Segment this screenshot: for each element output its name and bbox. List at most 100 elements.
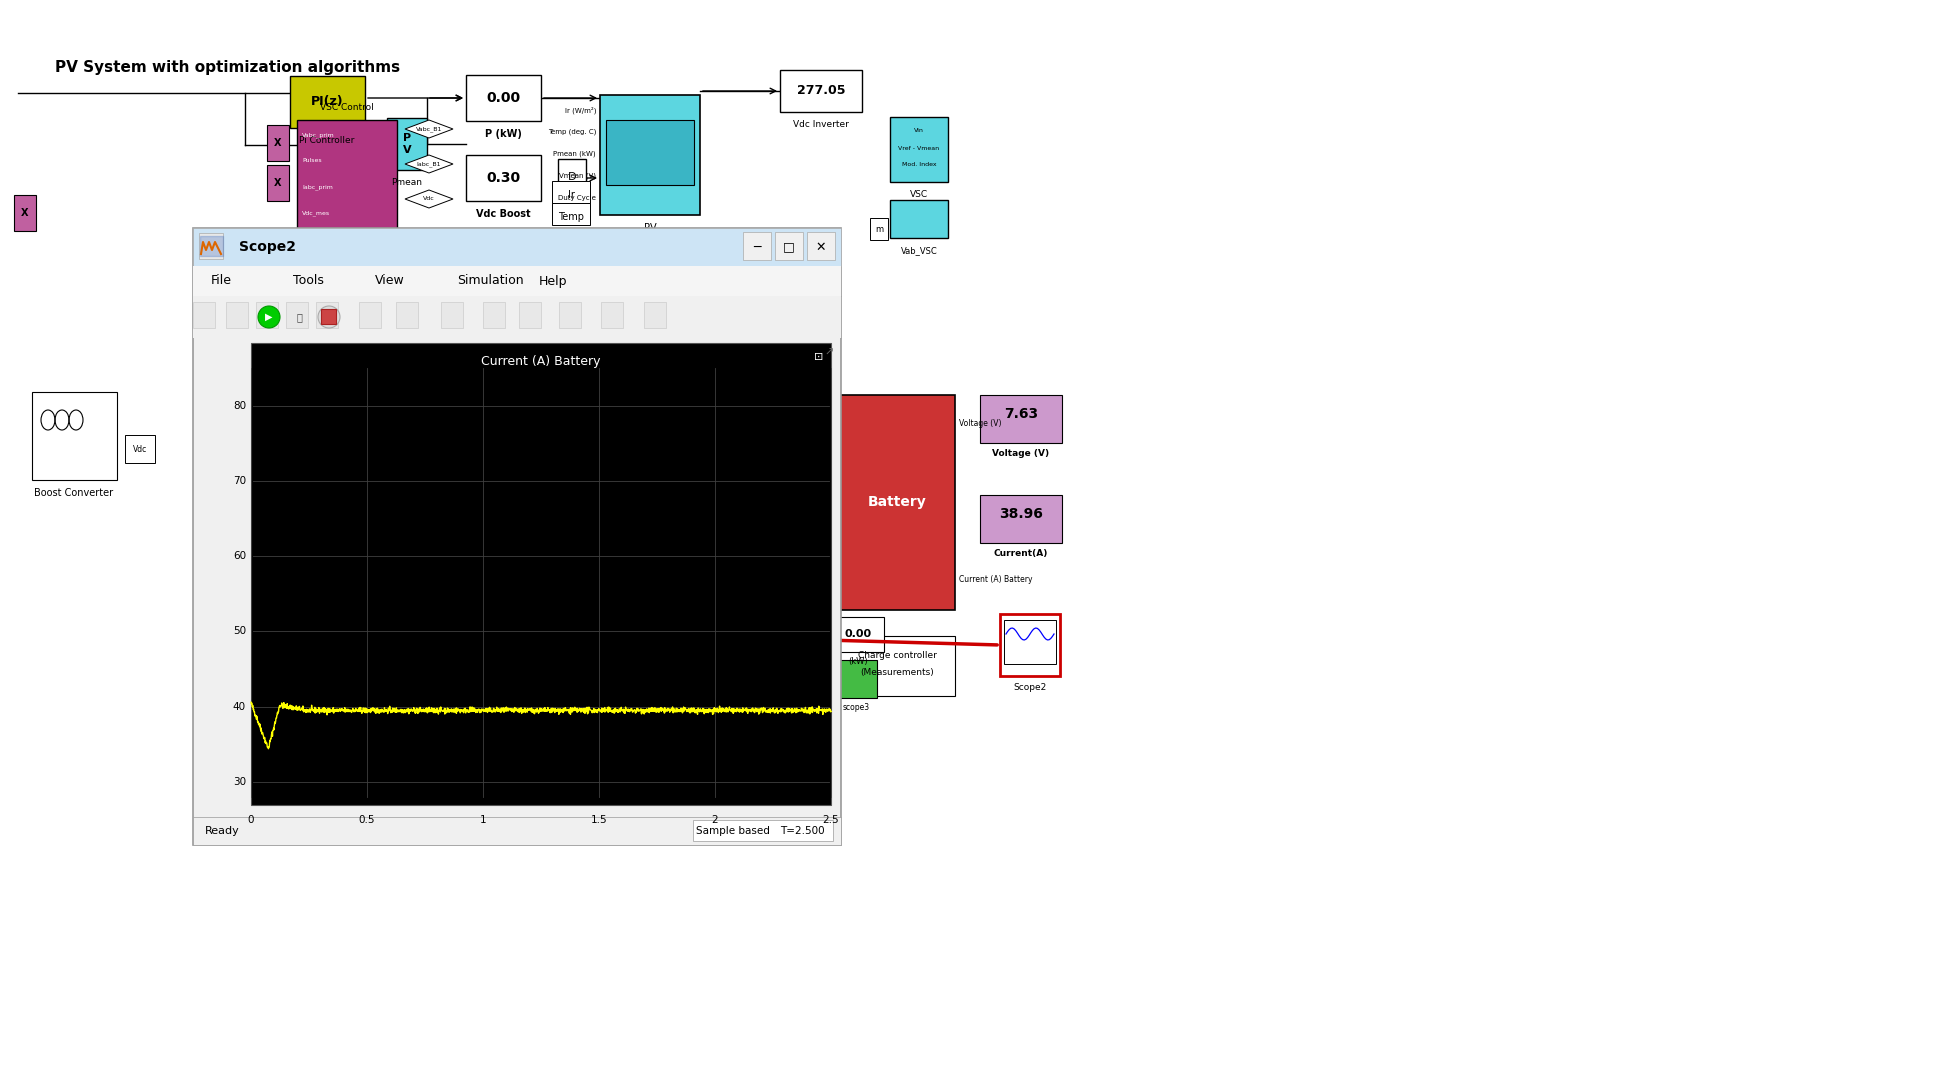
- Text: 50: 50: [233, 626, 247, 636]
- Text: Pmean: Pmean: [391, 178, 422, 186]
- Text: 0: 0: [247, 815, 255, 825]
- Text: Ready: Ready: [204, 826, 239, 837]
- Text: T=2.500: T=2.500: [780, 826, 824, 837]
- Text: Temp: Temp: [558, 212, 583, 222]
- Text: X: X: [274, 178, 282, 188]
- Text: Ir (W/m²): Ir (W/m²): [564, 107, 597, 114]
- Text: 30: 30: [233, 777, 247, 787]
- Polygon shape: [404, 120, 453, 138]
- FancyBboxPatch shape: [192, 229, 842, 266]
- FancyBboxPatch shape: [999, 614, 1059, 676]
- Text: 1: 1: [480, 815, 486, 825]
- Text: Pulses: Pulses: [301, 158, 321, 164]
- FancyBboxPatch shape: [14, 195, 37, 231]
- Text: Scope2: Scope2: [239, 240, 295, 254]
- Text: ↗: ↗: [824, 348, 834, 358]
- FancyBboxPatch shape: [317, 302, 338, 328]
- Text: Current(A): Current(A): [993, 549, 1048, 558]
- FancyBboxPatch shape: [441, 302, 463, 328]
- Text: Iabc_prim: Iabc_prim: [301, 184, 332, 190]
- Polygon shape: [404, 155, 453, 172]
- Text: Temp (deg. C): Temp (deg. C): [548, 128, 597, 135]
- Text: ▶: ▶: [264, 312, 272, 322]
- Ellipse shape: [319, 306, 340, 328]
- Text: Vab_VSC: Vab_VSC: [900, 246, 937, 255]
- Text: (kW): (kW): [848, 657, 867, 666]
- Text: Pi Controller: Pi Controller: [299, 136, 354, 146]
- FancyBboxPatch shape: [554, 390, 605, 418]
- Text: Duty Cycle: Duty Cycle: [558, 195, 597, 201]
- FancyBboxPatch shape: [198, 233, 224, 259]
- FancyBboxPatch shape: [192, 817, 842, 845]
- FancyBboxPatch shape: [226, 302, 249, 328]
- Text: P: P: [402, 133, 410, 143]
- FancyBboxPatch shape: [192, 266, 842, 296]
- Text: ⏭: ⏭: [295, 312, 301, 322]
- Text: 40: 40: [233, 702, 247, 711]
- FancyBboxPatch shape: [560, 302, 581, 328]
- Text: 1.5: 1.5: [591, 815, 607, 825]
- FancyBboxPatch shape: [490, 390, 540, 418]
- Text: D: D: [568, 172, 575, 182]
- FancyBboxPatch shape: [290, 77, 365, 128]
- Text: PV: PV: [643, 223, 657, 233]
- FancyBboxPatch shape: [519, 302, 540, 328]
- FancyBboxPatch shape: [31, 392, 117, 480]
- FancyBboxPatch shape: [286, 302, 307, 328]
- Text: Tools: Tools: [294, 275, 325, 288]
- FancyBboxPatch shape: [980, 495, 1061, 543]
- FancyBboxPatch shape: [360, 302, 381, 328]
- Text: VSC: VSC: [910, 190, 927, 199]
- FancyBboxPatch shape: [607, 120, 694, 185]
- Text: Vdc_mes: Vdc_mes: [301, 210, 330, 216]
- Text: Current (A) Battery: Current (A) Battery: [482, 355, 601, 368]
- Text: ⊡: ⊡: [815, 353, 824, 362]
- Text: 80: 80: [233, 401, 247, 411]
- Text: □: □: [783, 240, 795, 253]
- FancyBboxPatch shape: [467, 75, 540, 121]
- Text: Mod. Index: Mod. Index: [902, 163, 937, 167]
- Text: Vabc_B1: Vabc_B1: [416, 126, 441, 132]
- FancyBboxPatch shape: [251, 343, 830, 805]
- FancyBboxPatch shape: [807, 232, 836, 260]
- Text: 2.5: 2.5: [822, 815, 840, 825]
- Polygon shape: [404, 190, 453, 208]
- Text: View: View: [375, 275, 404, 288]
- Text: Vin: Vin: [914, 128, 923, 134]
- FancyBboxPatch shape: [297, 120, 397, 240]
- Text: Vdc: Vdc: [424, 196, 435, 202]
- FancyBboxPatch shape: [643, 302, 667, 328]
- FancyBboxPatch shape: [840, 395, 955, 610]
- Text: V: V: [402, 146, 412, 155]
- Text: 0.00: 0.00: [486, 91, 521, 105]
- Text: 0.5: 0.5: [360, 815, 375, 825]
- FancyBboxPatch shape: [890, 201, 949, 238]
- FancyBboxPatch shape: [192, 229, 842, 845]
- FancyBboxPatch shape: [832, 617, 885, 652]
- Ellipse shape: [259, 306, 280, 328]
- Text: Simulation: Simulation: [457, 275, 523, 288]
- Text: P (kW): P (kW): [484, 129, 521, 139]
- Text: 60: 60: [233, 551, 247, 562]
- Text: 38.96: 38.96: [999, 507, 1042, 521]
- FancyBboxPatch shape: [836, 660, 877, 697]
- Text: PV System with optimization algorithms: PV System with optimization algorithms: [54, 60, 400, 75]
- FancyBboxPatch shape: [890, 118, 949, 182]
- Text: Battery: Battery: [867, 495, 927, 509]
- FancyBboxPatch shape: [980, 395, 1061, 443]
- FancyBboxPatch shape: [601, 95, 700, 215]
- FancyBboxPatch shape: [840, 636, 955, 696]
- FancyBboxPatch shape: [192, 296, 842, 338]
- Text: Sample based: Sample based: [696, 826, 770, 837]
- FancyBboxPatch shape: [871, 218, 888, 240]
- FancyBboxPatch shape: [776, 232, 803, 260]
- FancyBboxPatch shape: [552, 203, 589, 225]
- FancyBboxPatch shape: [780, 70, 861, 112]
- Text: X: X: [274, 138, 282, 148]
- Text: X: X: [21, 208, 29, 218]
- Text: Charge controller: Charge controller: [857, 651, 937, 661]
- FancyBboxPatch shape: [321, 309, 336, 324]
- FancyBboxPatch shape: [552, 181, 589, 203]
- Text: PI(z): PI(z): [311, 96, 344, 109]
- Text: Scope2: Scope2: [1013, 683, 1046, 692]
